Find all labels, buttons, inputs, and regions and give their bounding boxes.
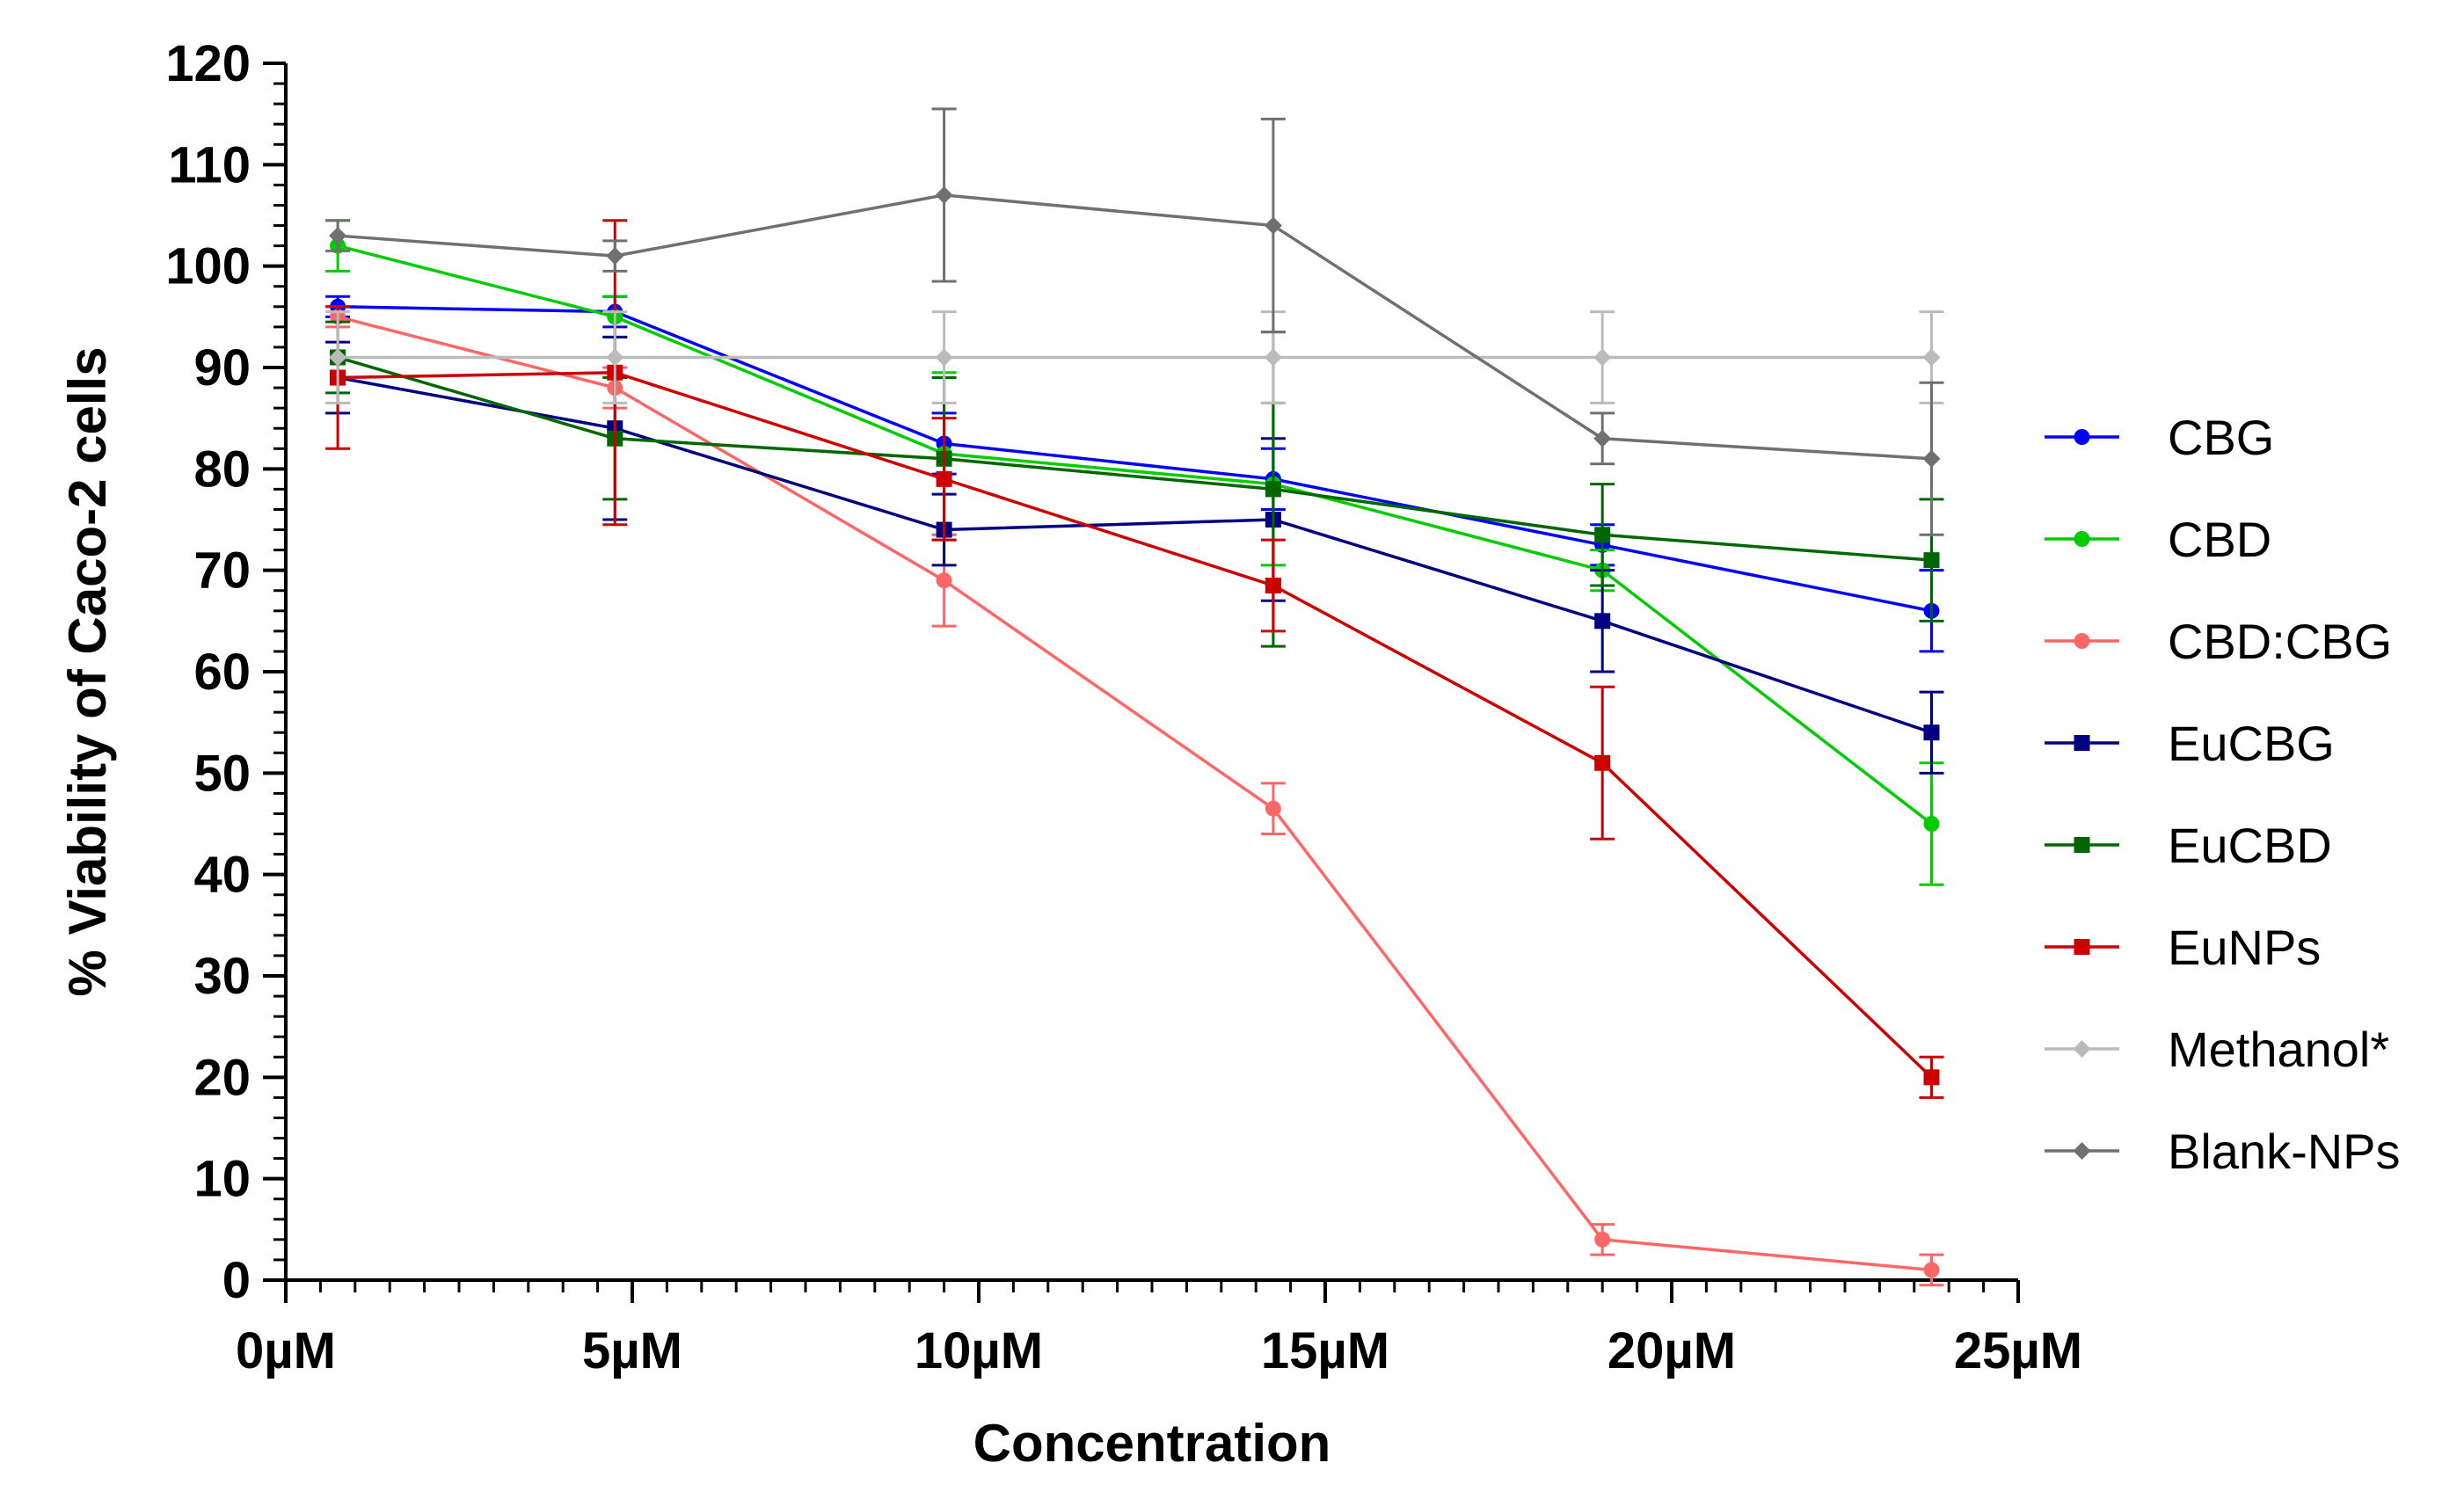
data-point-marker xyxy=(2074,633,2090,649)
data-point-marker xyxy=(1265,577,1281,593)
data-point-marker xyxy=(1593,429,1612,448)
data-point-marker xyxy=(1923,1262,1940,1278)
series-layer xyxy=(325,107,1944,1287)
data-point-marker xyxy=(1922,449,1941,468)
data-point-marker xyxy=(329,348,347,367)
legend-entry: EuCBD xyxy=(2045,818,2332,873)
legend-entry: EuCBG xyxy=(2045,716,2335,771)
data-point-marker xyxy=(1594,527,1611,543)
y-tick-label: 70 xyxy=(193,542,251,600)
legend-entry: CBD:CBG xyxy=(2045,614,2392,669)
data-point-marker xyxy=(936,470,952,487)
legend-entry: Methanol* xyxy=(2045,1022,2389,1077)
data-point-marker xyxy=(935,348,953,367)
legend-entry: CBG xyxy=(2045,410,2274,465)
legend-label: CBD:CBG xyxy=(2168,614,2392,669)
legend-entry: CBD xyxy=(2045,512,2271,567)
y-tick-label: 40 xyxy=(193,847,251,904)
series-cbd-cbg xyxy=(325,305,1944,1287)
y-tick-label: 0 xyxy=(222,1252,251,1309)
data-point-marker xyxy=(1923,552,1940,569)
series-cbd xyxy=(325,219,1944,886)
x-tick-label: 25µM xyxy=(1954,1322,2082,1379)
legend: CBG CBD CBD:CBG EuCBG EuCBD EuNPs Methanol* Bla… xyxy=(2045,410,2401,1179)
y-tick-label: 100 xyxy=(165,238,251,295)
legend-entry: EuNPs xyxy=(2045,920,2321,975)
data-point-marker xyxy=(2074,429,2090,445)
x-tick-label: 20µM xyxy=(1607,1322,1736,1379)
data-point-marker xyxy=(936,572,952,589)
data-point-marker xyxy=(1264,348,1282,367)
data-point-marker xyxy=(1265,800,1281,817)
series-line xyxy=(337,355,1932,562)
data-point-marker xyxy=(1923,816,1940,832)
legend-label: EuCBD xyxy=(2168,818,2332,873)
data-point-marker xyxy=(1594,754,1611,771)
data-point-marker xyxy=(1593,348,1612,367)
data-point-marker xyxy=(1923,1069,1940,1086)
x-tick-label: 15µM xyxy=(1261,1322,1389,1379)
data-point-marker xyxy=(2074,531,2090,547)
x-axis-title: Concentration xyxy=(973,1414,1331,1473)
series-eucbd xyxy=(325,320,1944,648)
legend-label: Blank-NPs xyxy=(2168,1124,2401,1179)
data-point-marker xyxy=(935,186,953,204)
y-tick-label: 110 xyxy=(168,136,251,193)
data-point-marker xyxy=(606,348,624,367)
series-line xyxy=(337,375,1933,734)
y-tick-label: 30 xyxy=(193,948,251,1005)
series-line xyxy=(338,371,1933,1079)
data-point-marker xyxy=(329,227,347,245)
data-point-marker xyxy=(1922,348,1941,367)
series-methanol xyxy=(325,310,1944,404)
y-tick-label: 90 xyxy=(193,339,251,397)
data-point-marker xyxy=(1265,481,1281,498)
y-tick-label: 60 xyxy=(193,644,251,701)
series-cbg xyxy=(325,295,1944,653)
data-point-marker xyxy=(2073,1040,2091,1058)
legend-label: CBD xyxy=(2168,512,2271,567)
y-axis-title: % Viability of Caco-2 cells xyxy=(58,346,117,996)
data-point-marker xyxy=(1923,724,1940,741)
x-tick-label: 0µM xyxy=(236,1322,336,1379)
series-blank-nps xyxy=(325,107,1944,536)
data-point-marker xyxy=(1594,613,1611,630)
legend-label: Methanol* xyxy=(2168,1022,2389,1077)
data-point-marker xyxy=(2074,735,2090,751)
legend-entry: Blank-NPs xyxy=(2045,1124,2401,1179)
series-line xyxy=(338,305,1932,613)
data-point-marker xyxy=(1264,216,1282,235)
y-tick-label: 20 xyxy=(193,1049,251,1106)
series-line xyxy=(337,193,1932,461)
y-tick-label: 120 xyxy=(165,35,251,92)
series-eunps xyxy=(325,219,1944,1099)
series-eucbg xyxy=(325,335,1944,775)
y-tick-label: 50 xyxy=(193,745,251,802)
x-tick-label: 5µM xyxy=(582,1322,682,1379)
axes: 0 10 20 30 40 50 60 70 80 90 100 110 120 0µM 5µM 10µM 15… xyxy=(165,35,2082,1379)
data-point-marker xyxy=(606,247,624,266)
data-point-marker xyxy=(1594,1231,1611,1248)
y-tick-label: 10 xyxy=(193,1151,251,1208)
data-point-marker xyxy=(2074,939,2090,955)
data-point-marker xyxy=(2074,837,2090,853)
data-point-marker xyxy=(2073,1142,2091,1160)
legend-label: EuCBG xyxy=(2168,716,2335,771)
legend-label: CBG xyxy=(2168,410,2274,465)
series-line xyxy=(337,315,1932,1272)
legend-label: EuNPs xyxy=(2168,920,2321,975)
x-tick-label: 10µM xyxy=(915,1322,1043,1379)
series-line xyxy=(337,244,1933,826)
y-tick-label: 80 xyxy=(193,440,251,498)
